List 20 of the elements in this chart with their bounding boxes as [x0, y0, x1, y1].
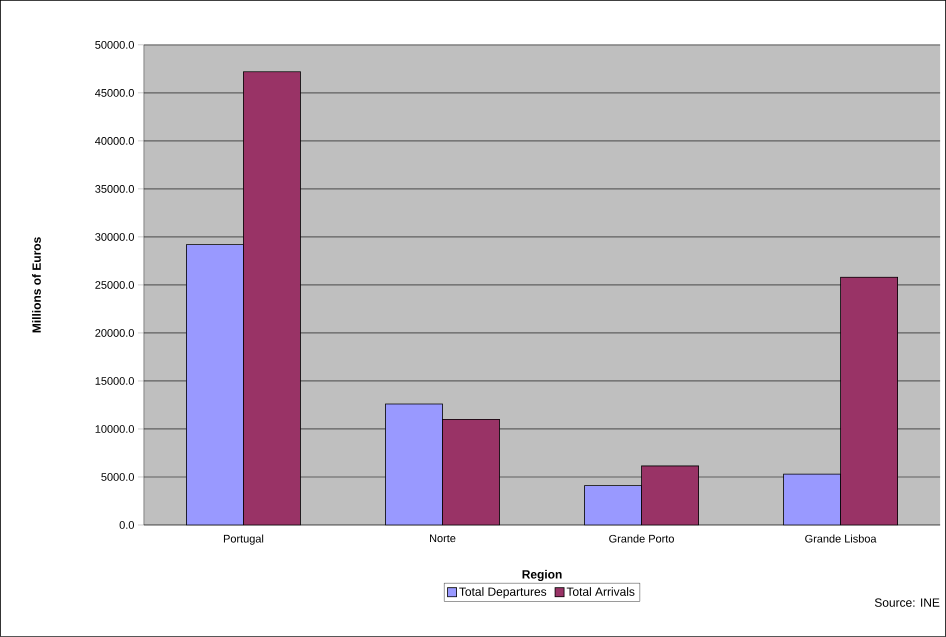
legend-label: Total Departures: [459, 587, 546, 598]
x-axis-title: Region: [522, 570, 562, 582]
y-tick-label: 40000.0: [95, 137, 134, 145]
y-tick-label: 0.0: [120, 521, 134, 529]
x-tick-label: Grande Porto: [609, 534, 674, 543]
y-tick-label: 10000.0: [96, 425, 134, 433]
y-tick-label: 25000.0: [95, 281, 134, 289]
y-tick-label: 35000.0: [95, 185, 134, 193]
x-tick-label: Grande Lisboa: [805, 534, 877, 543]
y-axis-title: Millions of Euros: [32, 237, 41, 332]
source-note: Source: INE: [874, 598, 940, 607]
x-tick-label: Norte: [430, 534, 456, 542]
y-tick-label: 20000.0: [95, 329, 134, 337]
y-tick-label: 50000.0: [95, 41, 134, 49]
y-tick-label: 15000.0: [96, 377, 134, 385]
x-tick-label: Portugal: [224, 534, 264, 545]
legend-label: Total Arrivals: [566, 587, 634, 596]
y-tick-label: 45000.0: [95, 89, 134, 97]
y-tick-label: 5000.0: [101, 473, 134, 481]
y-tick-label: 30000.0: [95, 233, 134, 241]
